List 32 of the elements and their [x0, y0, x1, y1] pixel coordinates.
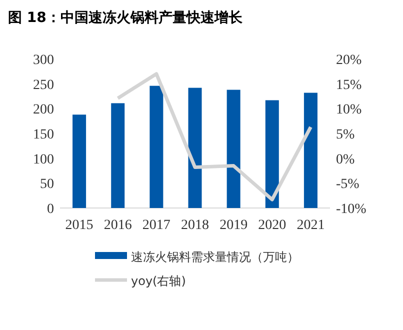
x-tick-label: 2018 [181, 218, 209, 233]
bar [304, 92, 318, 208]
y2-tick-label: 5% [336, 128, 355, 142]
bar [265, 100, 279, 208]
y-tick-label: 300 [33, 53, 54, 68]
x-tick-label: 2017 [142, 218, 170, 233]
legend-label: 速冻火锅料需求量情况（万吨） [131, 250, 299, 264]
y-tick-label: 250 [33, 78, 54, 93]
y-tick-label: 0 [47, 202, 54, 217]
y-tick-label: 50 [40, 177, 54, 192]
x-tick-label: 2015 [65, 218, 94, 233]
y2-tick-label: -10% [336, 202, 367, 217]
line-series [116, 72, 312, 202]
bar [150, 86, 164, 208]
y2-tick-label: 0% [336, 152, 355, 168]
x-tick-label: 2016 [104, 218, 132, 233]
bar [72, 114, 86, 208]
y-tick-label: 100 [33, 152, 54, 168]
y-tick-label: 200 [33, 102, 54, 118]
x-tick-label: 2021 [296, 218, 325, 233]
bar [226, 90, 240, 208]
y2-tick-label: 10% [336, 102, 362, 118]
y2-tick-label: 15% [336, 78, 362, 93]
x-tick-label: 2019 [220, 218, 248, 233]
bar [111, 103, 125, 208]
x-tick-label: 2020 [258, 218, 286, 233]
bar [188, 88, 202, 208]
y2-tick-label: -5% [336, 177, 360, 192]
legend-label: yoy(右轴) [131, 274, 186, 288]
y-tick-label: 150 [33, 128, 54, 142]
chart-title: 图 18：中国速冻火锅料产量快速增长 [8, 9, 244, 26]
y2-tick-label: 20% [336, 53, 362, 68]
